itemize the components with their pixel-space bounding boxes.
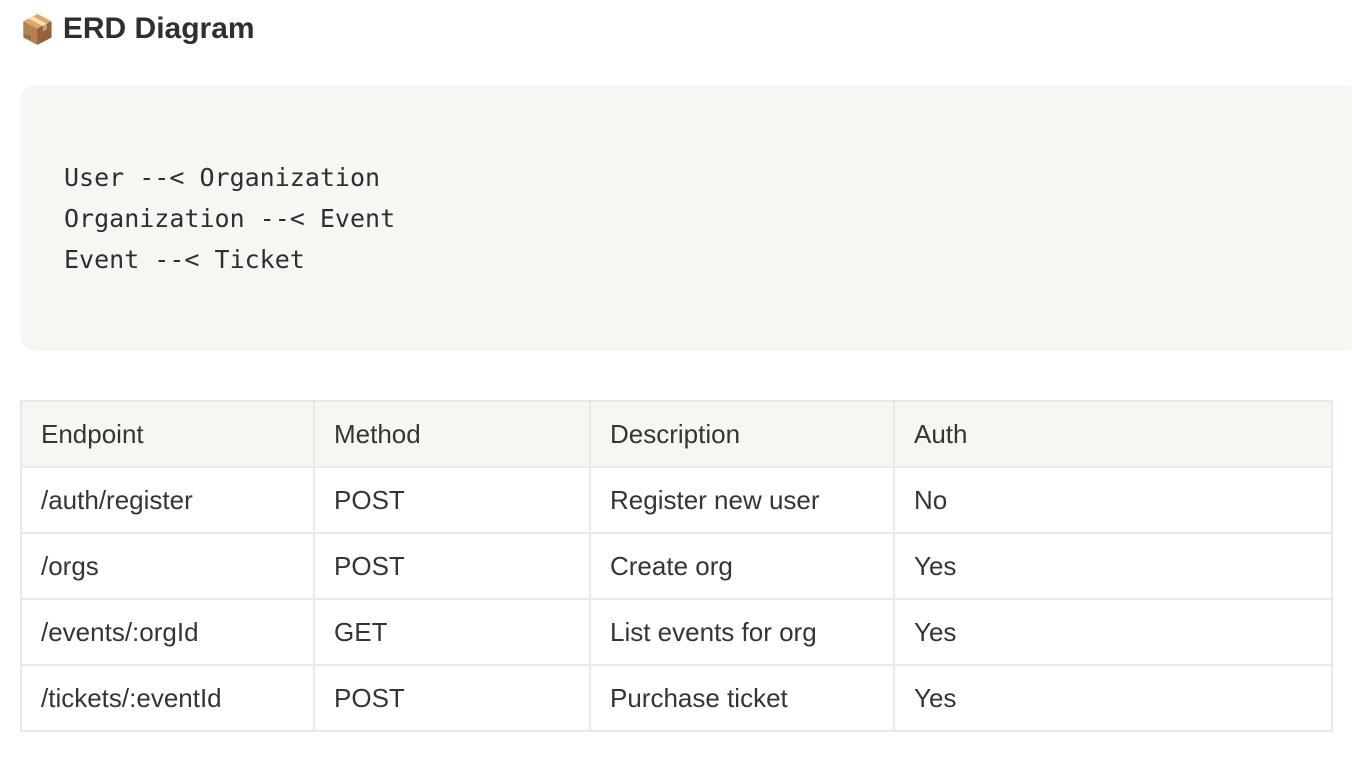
cell-method[interactable]: GET [313,598,591,666]
table-row: /tickets/:eventId POST Purchase ticket Yes [20,664,1333,732]
column-header-endpoint[interactable]: Endpoint [20,400,315,468]
cell-auth[interactable]: Yes [893,532,1333,600]
column-header-description[interactable]: Description [589,400,895,468]
cell-method[interactable]: POST [313,532,591,600]
cell-endpoint[interactable]: /auth/register [20,466,315,534]
cell-auth[interactable]: Yes [893,598,1333,666]
table-row: /events/:orgId GET List events for org Yes [20,598,1333,666]
cell-endpoint[interactable]: /tickets/:eventId [20,664,315,732]
page-title: 📦 ERD Diagram [20,8,255,50]
code-line: Organization --< Event [64,204,396,233]
cell-method[interactable]: POST [313,664,591,732]
column-header-method[interactable]: Method [313,400,591,468]
cell-description[interactable]: Purchase ticket [589,664,895,732]
cell-description[interactable]: Register new user [589,466,895,534]
cell-description[interactable]: List events for org [589,598,895,666]
code-line: User --< Organization [64,163,381,192]
cell-auth[interactable]: No [893,466,1333,534]
cell-description[interactable]: Create org [589,532,895,600]
page-title-text: ERD Diagram [62,12,255,45]
column-header-auth[interactable]: Auth [893,400,1333,468]
cell-method[interactable]: POST [313,466,591,534]
endpoints-table: Endpoint Method Description Auth /auth/r… [20,400,1333,732]
table-header-row: Endpoint Method Description Auth [20,400,1333,468]
table-row: /auth/register POST Register new user No [20,466,1333,534]
cell-auth[interactable]: Yes [893,664,1333,732]
cell-endpoint[interactable]: /orgs [20,532,315,600]
code-line: Event --< Ticket [64,245,305,274]
package-icon: 📦 [20,13,55,45]
table-row: /orgs POST Create org Yes [20,532,1333,600]
code-block[interactable]: User --< Organization Organization --< E… [20,85,1352,351]
cell-endpoint[interactable]: /events/:orgId [20,598,315,666]
